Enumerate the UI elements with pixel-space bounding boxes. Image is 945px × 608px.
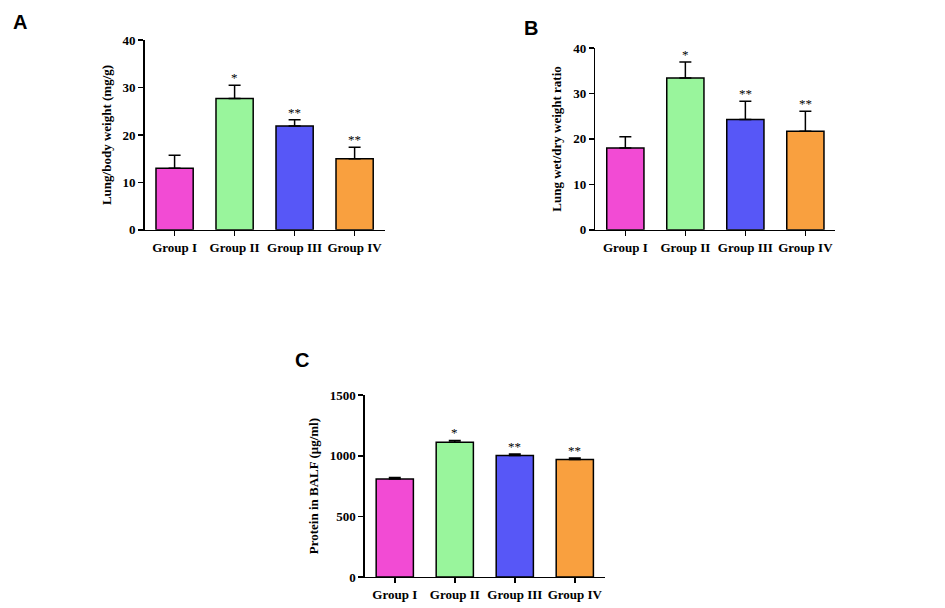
svg-text:Group II: Group II [210,240,260,255]
svg-text:**: ** [508,439,521,454]
svg-text:1500: 1500 [330,388,356,403]
svg-text:500: 500 [336,509,356,524]
svg-text:Lung/body weight (mg/g): Lung/body weight (mg/g) [99,65,114,205]
svg-text:Group I: Group I [603,240,648,255]
svg-text:A: A [13,11,27,33]
svg-text:*: * [451,425,458,440]
svg-text:B: B [524,17,538,39]
svg-text:Group III: Group III [267,240,322,255]
svg-text:40: 40 [573,41,586,56]
svg-text:**: ** [739,86,752,101]
svg-text:*: * [231,70,238,85]
svg-text:Group III: Group III [718,240,773,255]
svg-text:0: 0 [129,222,136,237]
svg-text:Group I: Group I [152,240,197,255]
svg-text:0: 0 [349,570,356,585]
svg-text:*: * [682,47,689,62]
svg-text:10: 10 [573,177,586,192]
svg-text:**: ** [799,96,812,111]
svg-text:20: 20 [573,131,586,146]
svg-text:1000: 1000 [330,448,356,463]
svg-text:10: 10 [122,175,135,190]
svg-text:20: 20 [122,128,135,143]
svg-text:Group II: Group II [430,587,480,602]
svg-text:Protein in BALF (μg/ml): Protein in BALF (μg/ml) [306,418,321,554]
svg-text:Lung wet/dry weight ratio: Lung wet/dry weight ratio [549,66,564,212]
svg-text:Group IV: Group IV [327,240,382,255]
svg-text:30: 30 [573,86,586,101]
svg-text:**: ** [288,105,301,120]
svg-text:C: C [295,349,309,371]
svg-text:Group III: Group III [487,587,542,602]
svg-text:**: ** [348,132,361,147]
svg-text:Group II: Group II [660,240,710,255]
svg-text:40: 40 [122,33,135,48]
svg-text:Group IV: Group IV [778,240,833,255]
svg-text:30: 30 [122,80,135,95]
svg-text:Group I: Group I [372,587,417,602]
svg-text:0: 0 [580,222,587,237]
svg-text:**: ** [568,443,581,458]
svg-text:Group IV: Group IV [548,587,603,602]
